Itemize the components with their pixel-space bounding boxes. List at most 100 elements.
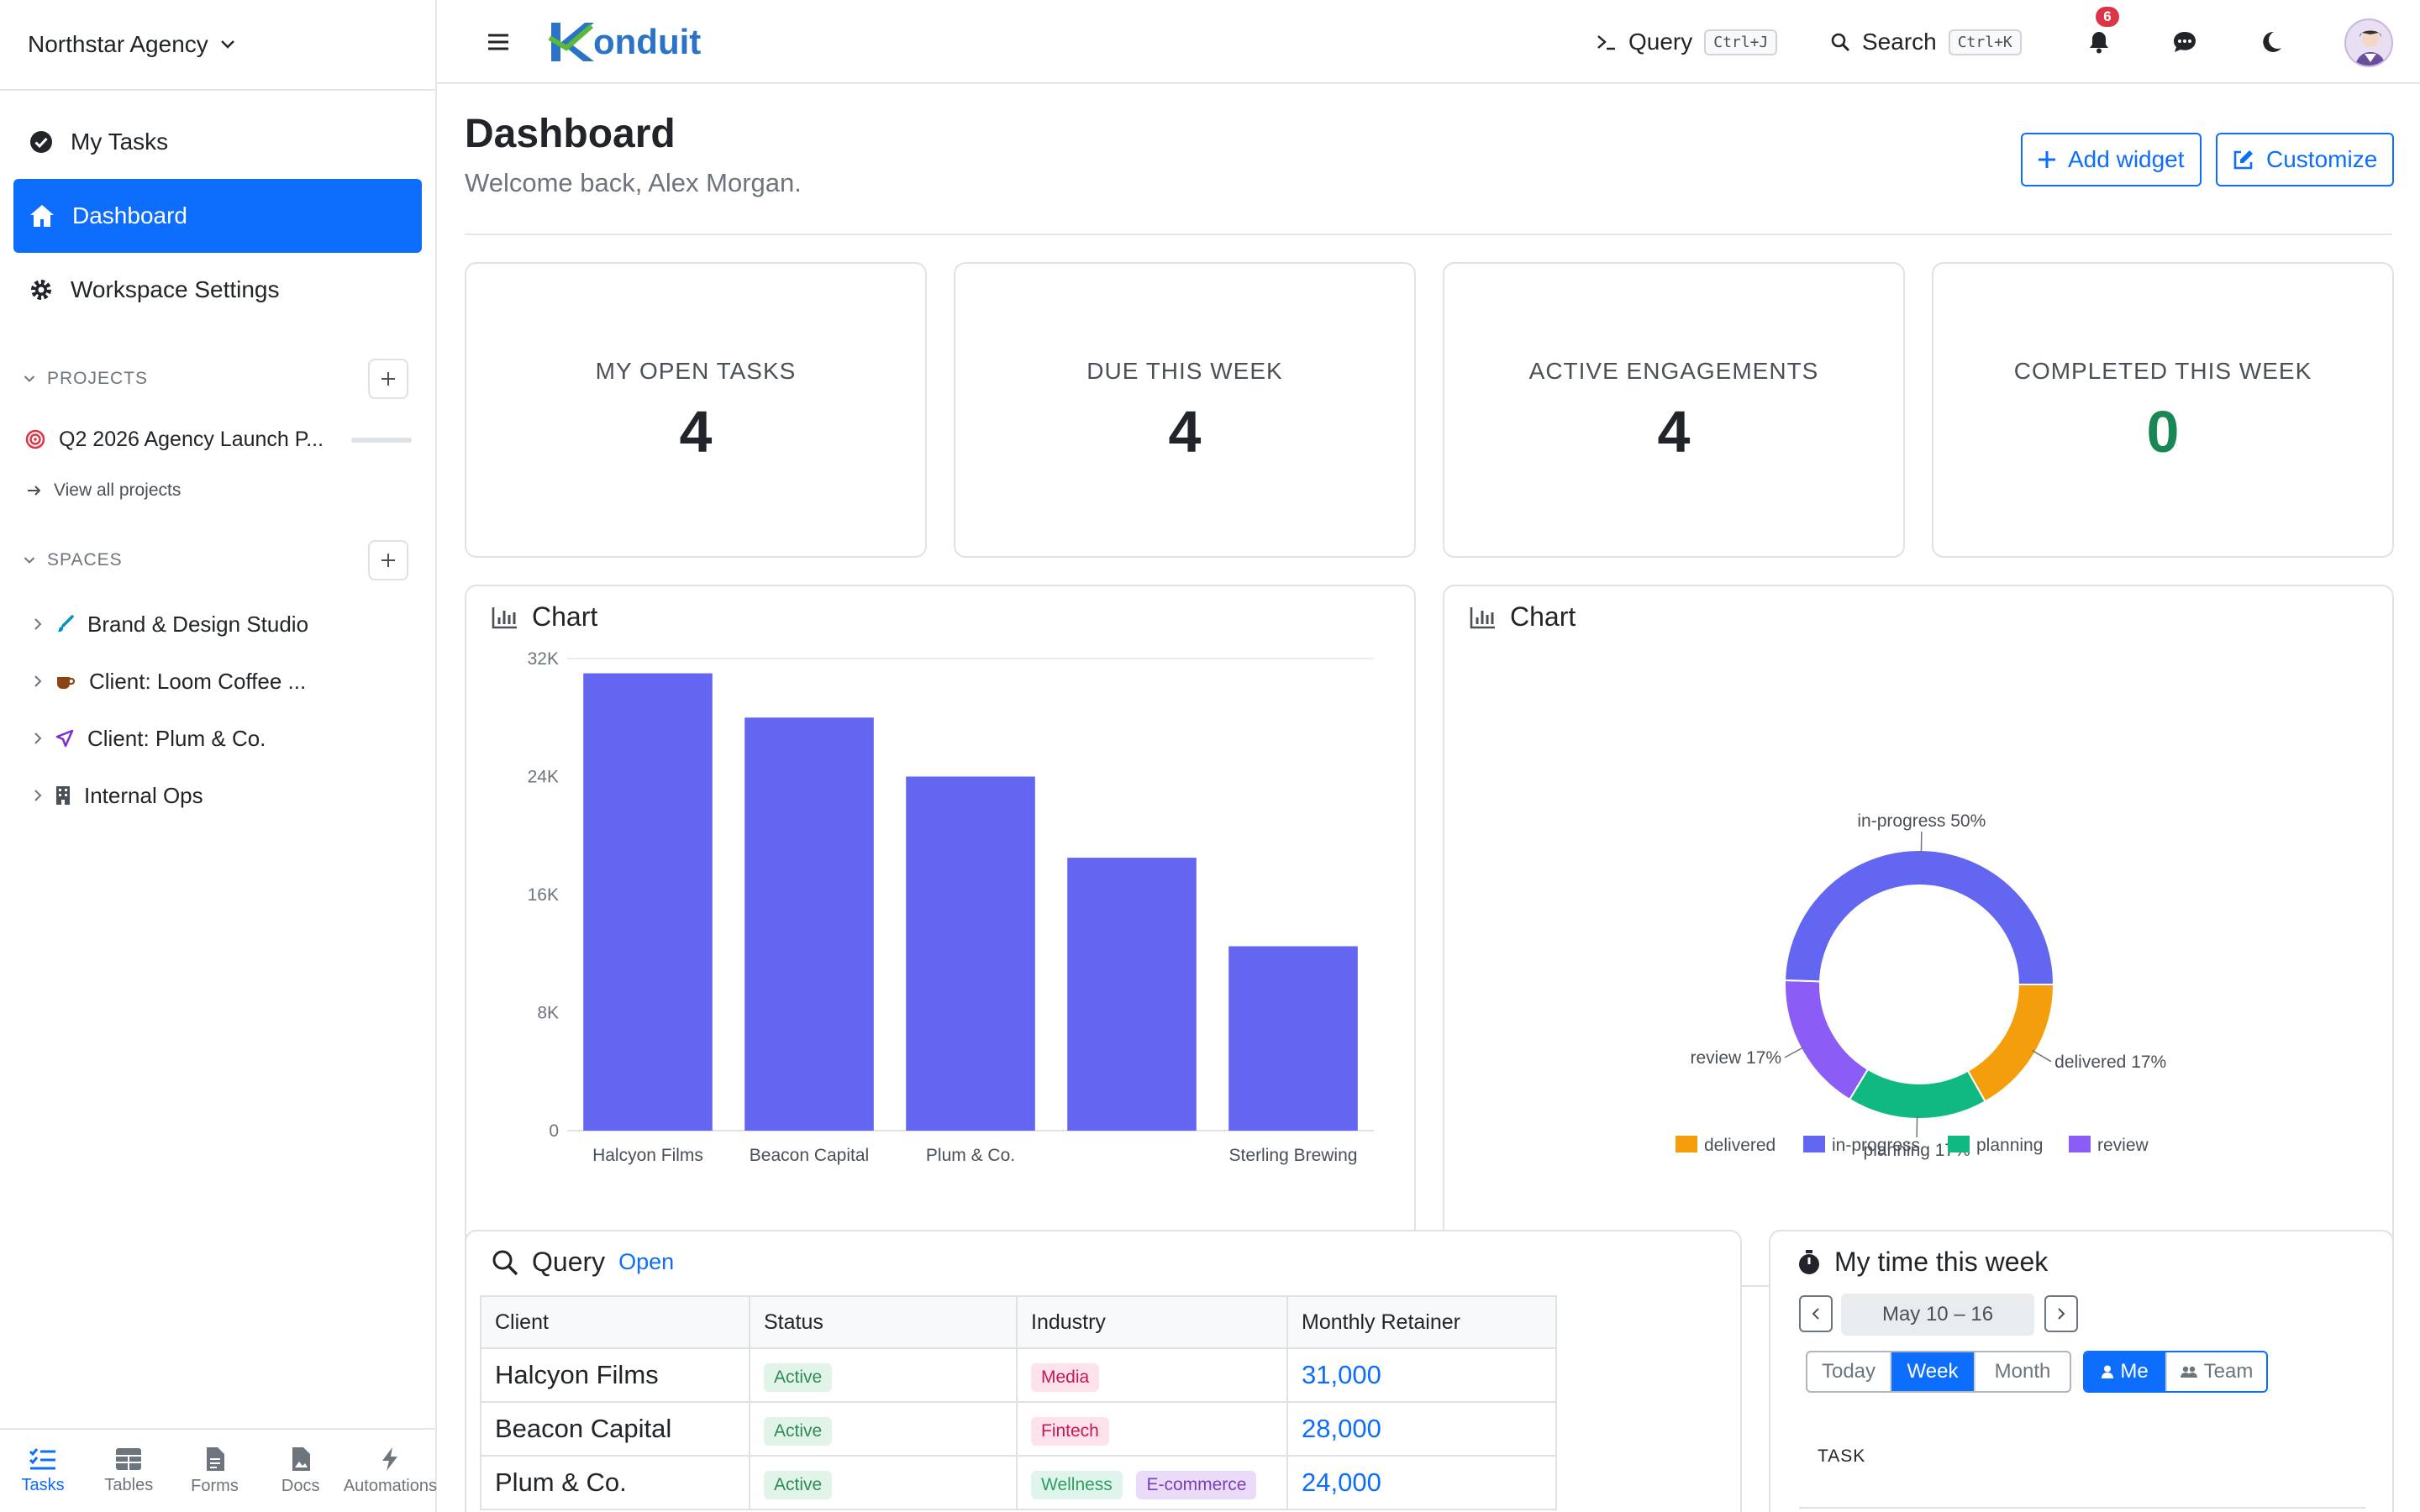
bar-chart-title: Chart <box>532 601 598 632</box>
search-button[interactable]: Search Ctrl+K <box>1830 0 2022 84</box>
y-tick-label: 0 <box>549 1121 559 1141</box>
main-content: Dashboard Welcome back, Alex Morgan. Add… <box>437 86 2420 1512</box>
search-shortcut: Ctrl+K <box>1948 29 2022 55</box>
table-icon <box>115 1447 142 1471</box>
retainer-cell[interactable]: 28,000 <box>1286 1401 1557 1457</box>
widget-title: My time this week <box>1797 1247 2048 1278</box>
add-space-button[interactable] <box>368 540 408 580</box>
scope-team-button[interactable]: Team <box>2167 1352 2266 1391</box>
label-leader-line <box>1784 1046 1805 1058</box>
legend-swatch <box>1803 1136 1825 1152</box>
bell-icon <box>2088 30 2110 54</box>
stopwatch-icon <box>1797 1249 1821 1276</box>
project-item[interactable]: Q2 2026 Agency Launch P... <box>25 424 412 454</box>
stat-value: 4 <box>1168 399 1202 465</box>
org-switcher[interactable]: Northstar Agency <box>0 0 435 91</box>
stat-value: 0 <box>2146 399 2180 465</box>
chevron-left-icon <box>1812 1307 1820 1320</box>
retainer-cell[interactable]: 24,000 <box>1286 1455 1557 1510</box>
time-widget: My time this week May 10 – 16 Today Week… <box>1769 1230 2394 1512</box>
bar <box>1228 946 1358 1131</box>
stat-value: 4 <box>1657 399 1691 465</box>
space-item[interactable]: Brand & Design Studio <box>34 607 308 641</box>
notifications-button[interactable]: 6 <box>2081 0 2119 84</box>
bottom-nav-automations-label: Automations <box>343 1476 437 1495</box>
theme-toggle-button[interactable] <box>2254 0 2291 84</box>
table-row[interactable]: Halcyon Films Active Media 31,000 <box>480 1347 1557 1403</box>
welcome-message: Welcome back, Alex Morgan. <box>465 168 802 197</box>
nav-dashboard[interactable]: Dashboard <box>13 179 422 253</box>
bottom-nav-forms-label: Forms <box>191 1476 239 1495</box>
space-item[interactable]: Internal Ops <box>34 779 203 812</box>
file-text-icon <box>205 1446 225 1472</box>
scope-team-label: Team <box>2203 1360 2254 1383</box>
space-item[interactable]: Client: Loom Coffee ... <box>34 664 306 698</box>
table-row[interactable]: Beacon Capital Active Fintech 28,000 <box>480 1401 1557 1457</box>
bar <box>583 673 713 1131</box>
plus-icon <box>2038 150 2056 169</box>
nav-my-tasks-label: My Tasks <box>71 129 169 155</box>
user-avatar[interactable] <box>2344 18 2393 67</box>
plus-icon <box>380 370 397 387</box>
menu-toggle-button[interactable] <box>487 0 509 84</box>
y-tick-label: 32K <box>528 649 559 669</box>
target-icon <box>25 429 45 449</box>
projects-heading: PROJECTS <box>47 369 149 388</box>
bottom-nav-forms[interactable]: Forms <box>171 1430 257 1512</box>
project-progress-bar <box>351 438 412 443</box>
stat-card-due-this-week: DUE THIS WEEK 4 <box>954 262 1416 558</box>
prev-week-button[interactable] <box>1799 1295 1833 1332</box>
industry-tag: E-commerce <box>1136 1470 1257 1499</box>
messages-button[interactable] <box>2166 0 2203 84</box>
column-header-retainer[interactable]: Monthly Retainer <box>1286 1295 1557 1349</box>
project-label: Q2 2026 Agency Launch P... <box>59 427 324 451</box>
donut-slice <box>1966 984 2055 1103</box>
add-project-button[interactable] <box>368 359 408 399</box>
page-title: Dashboard <box>465 112 676 156</box>
home-icon <box>29 203 55 228</box>
stat-label: COMPLETED THIS WEEK <box>2013 358 2312 384</box>
query-button[interactable]: Query Ctrl+J <box>1597 0 1778 84</box>
y-tick-label: 24K <box>528 768 559 787</box>
bottom-nav-tasks[interactable]: Tasks <box>0 1430 86 1512</box>
bottom-nav-docs[interactable]: Docs <box>258 1430 344 1512</box>
customize-button[interactable]: Customize <box>2216 133 2395 186</box>
send-icon <box>55 729 74 748</box>
space-label: Client: Loom Coffee ... <box>89 668 307 694</box>
org-name: Northstar Agency <box>28 31 208 57</box>
time-widget-title: My time this week <box>1834 1247 2049 1277</box>
table-row[interactable]: Plum & Co. Active Wellness E-commerce 24… <box>480 1455 1557 1510</box>
edit-icon <box>2233 149 2254 171</box>
app-logo[interactable]: onduit <box>548 0 701 84</box>
column-header-client[interactable]: Client <box>480 1295 750 1349</box>
bottom-nav-tables[interactable]: Tables <box>86 1430 171 1512</box>
view-all-projects-link[interactable]: View all projects <box>27 480 181 501</box>
projects-section-header[interactable]: PROJECTS <box>24 359 408 399</box>
nav-workspace-settings[interactable]: Workspace Settings <box>13 253 422 327</box>
column-header-industry[interactable]: Industry <box>1016 1295 1288 1349</box>
chevron-right-icon <box>34 789 42 802</box>
space-item[interactable]: Client: Plum & Co. <box>34 722 266 755</box>
nav-my-tasks[interactable]: My Tasks <box>13 105 422 179</box>
bottom-nav-automations[interactable]: Automations <box>344 1430 437 1512</box>
range-week-button[interactable]: Week <box>1891 1352 1975 1391</box>
chevron-right-icon <box>34 617 42 631</box>
task-list-divider <box>1799 1507 2365 1509</box>
task-list-icon <box>29 1447 57 1471</box>
column-header-status[interactable]: Status <box>749 1295 1018 1349</box>
scope-me-button[interactable]: Me <box>2085 1352 2167 1391</box>
topbar: onduit Query Ctrl+J Search Ctrl+K 6 <box>437 0 2420 84</box>
next-week-button[interactable] <box>2044 1295 2078 1332</box>
add-widget-button[interactable]: Add widget <box>2021 133 2202 186</box>
bottom-nav-tasks-label: Tasks <box>21 1475 65 1494</box>
query-open-link[interactable]: Open <box>618 1249 675 1274</box>
slice-label: delivered 17% <box>2054 1053 2166 1072</box>
donut-slice <box>1784 849 2055 985</box>
space-label: Brand & Design Studio <box>87 611 309 637</box>
retainer-cell[interactable]: 31,000 <box>1286 1347 1557 1403</box>
range-month-button[interactable]: Month <box>1994 1360 2051 1383</box>
spaces-section-header[interactable]: SPACES <box>24 540 408 580</box>
chevron-right-icon <box>34 732 42 745</box>
bottom-nav: Tasks Tables Forms Docs Automations <box>0 1428 437 1512</box>
range-today-button[interactable]: Today <box>1807 1352 1891 1391</box>
